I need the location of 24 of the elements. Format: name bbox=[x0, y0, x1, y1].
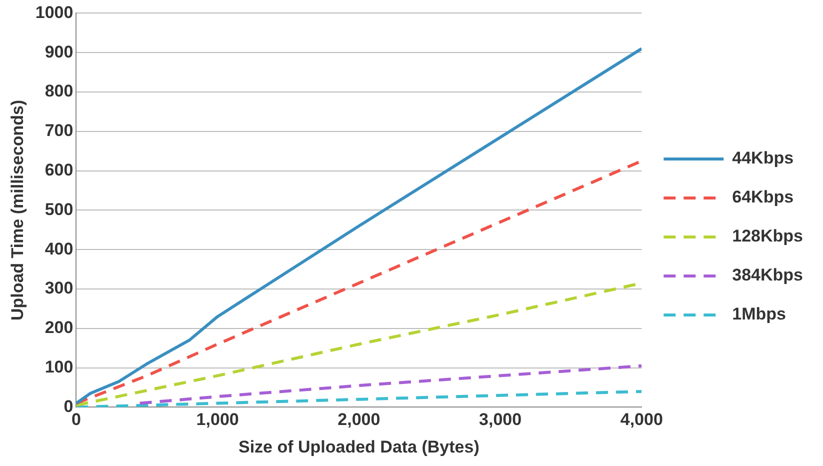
y-tick-label: 600 bbox=[44, 160, 74, 180]
y-tick-label: 100 bbox=[44, 357, 74, 376]
y-tick-label: 300 bbox=[44, 278, 74, 298]
x-tick-label: 1,000 bbox=[196, 410, 239, 430]
y-axis-title: Upload Time (milliseconds) bbox=[8, 100, 27, 321]
x-tick-label: 2,000 bbox=[338, 410, 380, 430]
x-axis-title: Size of Uploaded Data (Bytes) bbox=[238, 437, 480, 456]
legend-label: 128Kbps bbox=[732, 226, 804, 246]
line-series bbox=[138, 364, 642, 405]
y-tick-label: 500 bbox=[44, 200, 74, 219]
y-tick-label: 700 bbox=[44, 121, 74, 140]
line-series bbox=[76, 159, 642, 405]
y-tick-label: 400 bbox=[44, 239, 74, 258]
legend-label: 44Kbps bbox=[732, 148, 794, 168]
y-tick-label: 0 bbox=[64, 396, 74, 416]
x-tick-label: 3,000 bbox=[479, 410, 522, 430]
legend-label: 1Mbps bbox=[732, 304, 786, 324]
y-tick-label: 1000 bbox=[35, 2, 74, 22]
y-tick-label: 200 bbox=[44, 318, 74, 338]
y-tick-label: 900 bbox=[44, 42, 74, 62]
legend-label: 64Kbps bbox=[732, 188, 794, 207]
y-tick-label: 800 bbox=[44, 82, 74, 101]
x-tick-label: 4,000 bbox=[620, 410, 663, 430]
legend-label: 384Kbps bbox=[732, 266, 804, 285]
